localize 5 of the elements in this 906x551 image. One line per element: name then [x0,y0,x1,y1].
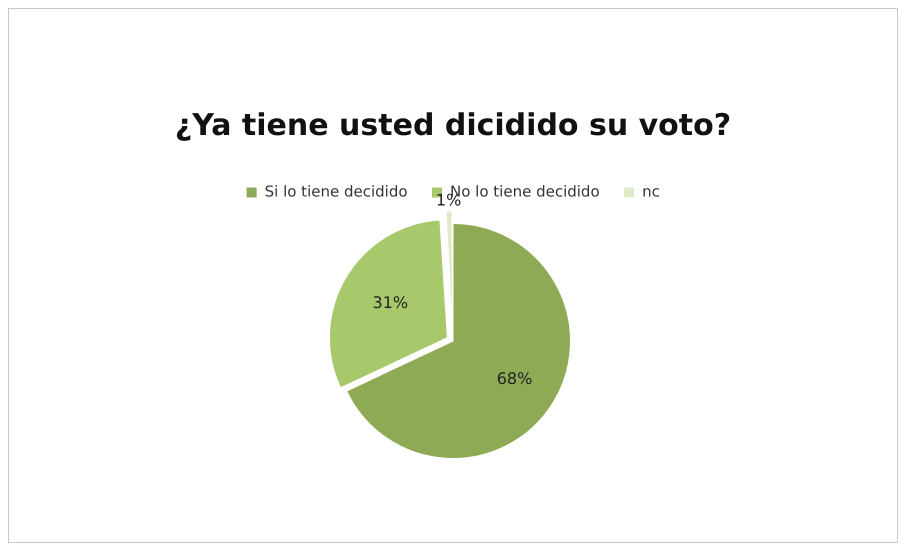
legend-label: nc [642,182,660,200]
legend-label: Si lo tiene decidido [264,182,408,200]
chart-title: ¿Ya tiene usted dicidido su voto? [174,108,732,143]
data-label: 31% [372,293,408,312]
data-label: 68% [496,369,532,388]
